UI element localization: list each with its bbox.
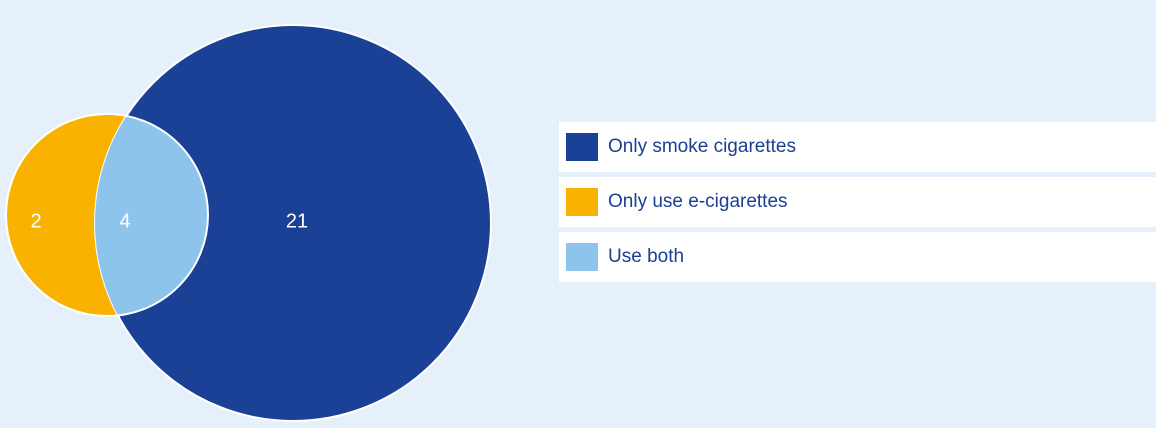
- legend-swatch-cigarettes-only: [566, 133, 598, 161]
- legend-swatch-ecig-only: [566, 188, 598, 216]
- legend-label-ecig-only: Only use e-cigarettes: [608, 191, 788, 213]
- legend-label-both: Use both: [608, 246, 684, 268]
- both-value: 4: [119, 210, 130, 232]
- legend-swatch-both: [566, 243, 598, 271]
- legend-label-cigarettes-only: Only smoke cigarettes: [608, 136, 796, 158]
- venn-diagram: 2 4 21: [0, 0, 540, 428]
- legend-item-both: Use both: [559, 232, 1156, 282]
- legend-item-cigarettes-only: Only smoke cigarettes: [559, 122, 1156, 172]
- ecig-only-value: 2: [30, 210, 41, 232]
- legend: Only smoke cigarettes Only use e-cigaret…: [559, 122, 1156, 287]
- cigarettes-only-value: 21: [286, 210, 308, 232]
- legend-item-ecig-only: Only use e-cigarettes: [559, 177, 1156, 227]
